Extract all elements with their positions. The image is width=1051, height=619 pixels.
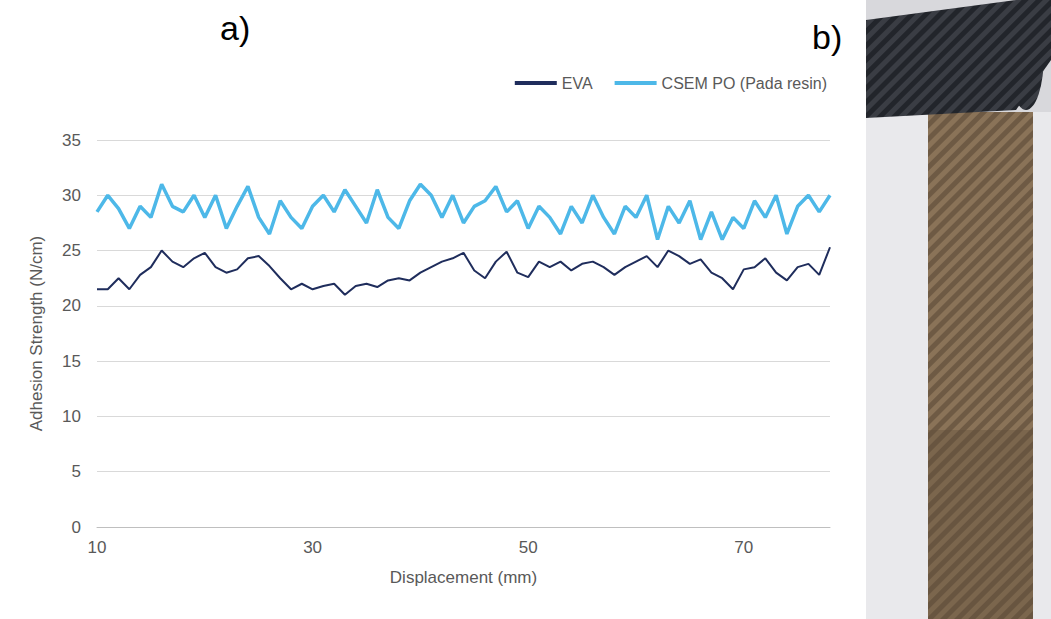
svg-text:EVA: EVA (562, 75, 593, 92)
svg-text:15: 15 (62, 352, 81, 371)
svg-text:0: 0 (72, 518, 81, 537)
svg-text:30: 30 (303, 538, 322, 557)
svg-text:Adhesion Strength (N/cm): Adhesion Strength (N/cm) (27, 236, 46, 432)
svg-text:25: 25 (62, 241, 81, 260)
svg-text:a): a) (220, 9, 250, 47)
svg-text:10: 10 (62, 407, 81, 426)
svg-text:20: 20 (62, 296, 81, 315)
svg-text:50: 50 (519, 538, 538, 557)
svg-text:30: 30 (62, 186, 81, 205)
svg-text:CSEM PO (Pada resin): CSEM PO (Pada resin) (662, 75, 827, 92)
svg-text:70: 70 (734, 538, 753, 557)
svg-text:Displacement (mm): Displacement (mm) (390, 568, 537, 587)
html-text:b): b) (812, 18, 843, 56)
svg-text:10: 10 (88, 538, 107, 557)
svg-text:35: 35 (62, 131, 81, 150)
svg-text:5: 5 (72, 462, 81, 481)
